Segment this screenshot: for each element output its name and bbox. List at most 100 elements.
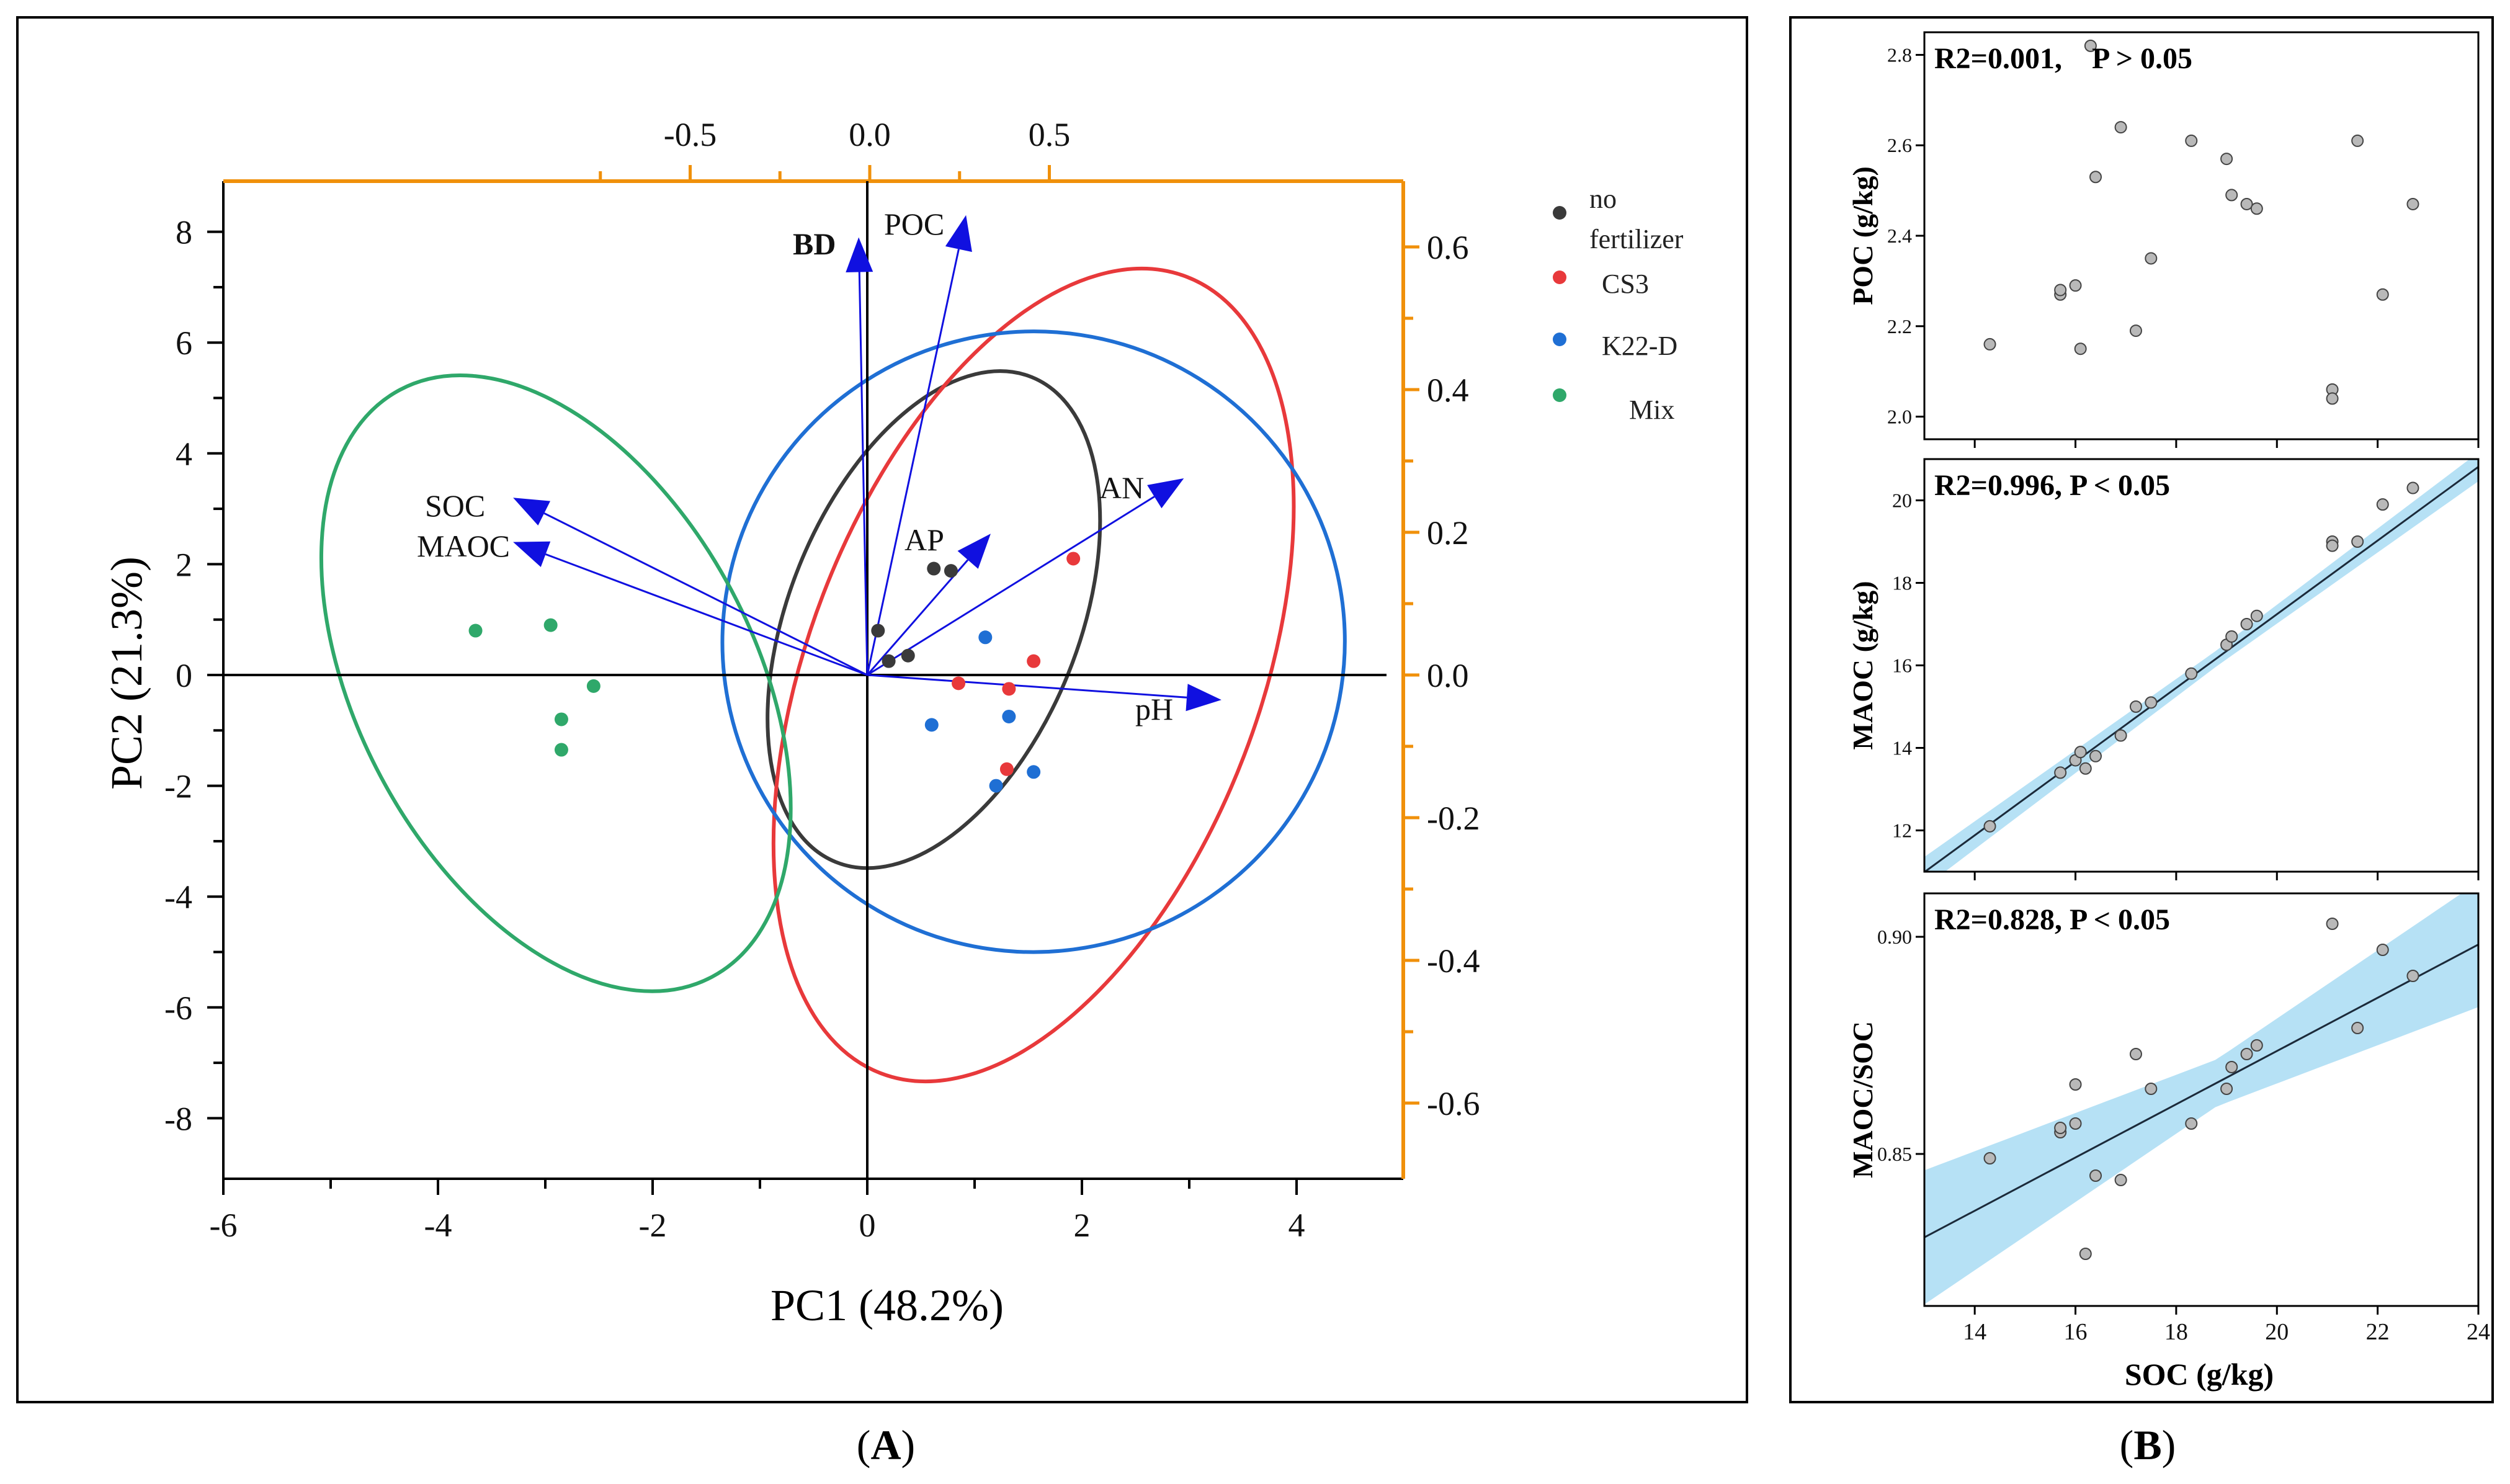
data-point <box>2114 1174 2127 1186</box>
right-tick-label: -0.2 <box>1427 800 1480 837</box>
data-point <box>2351 134 2364 147</box>
loading-arrow-ap <box>866 559 969 676</box>
data-point <box>2084 39 2097 52</box>
x-tick-label: 22 <box>2366 1319 2390 1345</box>
y-tick-label: 6 <box>176 324 192 362</box>
y-axis-title: MAOC/SOC <box>1847 1021 1878 1178</box>
loading-label-ap: AP <box>904 522 944 557</box>
legend-label-fertilizer: fertilizer <box>1589 224 1684 254</box>
loading-label-soc: SOC <box>425 488 485 523</box>
legend-label-mix: Mix <box>1629 395 1674 425</box>
point-no-fertilizer <box>871 624 885 638</box>
point-no-fertilizer <box>901 648 915 663</box>
data-point <box>2069 1078 2082 1091</box>
data-point <box>2079 762 2092 775</box>
point-k22-d <box>978 630 993 645</box>
y-tick-label: -8 <box>164 1100 192 1137</box>
data-point <box>2220 1083 2233 1095</box>
point-k22-d <box>924 718 939 732</box>
data-point <box>2074 746 2087 759</box>
loading-label-maoc: MAOC <box>417 529 510 563</box>
plot-frame <box>1923 892 2480 1307</box>
y-tick-label: 12 <box>1892 820 1912 842</box>
panel-a-frame <box>16 16 1748 1403</box>
data-point <box>2185 667 2198 680</box>
point-mix <box>554 712 568 726</box>
point-mix <box>543 618 558 632</box>
data-point <box>2129 324 2142 337</box>
y-tick-label: 2 <box>176 546 192 583</box>
loading-arrow-ph <box>867 674 1187 699</box>
data-point <box>1983 337 1996 351</box>
data-point <box>2326 392 2339 405</box>
top-tick-label: 0.5 <box>1029 116 1071 153</box>
data-point <box>2406 197 2419 210</box>
legend-marker-no-fertilizer <box>1553 206 1566 220</box>
ellipse-mix <box>319 373 793 993</box>
y-tick-label: 20 <box>1892 489 1912 512</box>
loading-arrow-poc <box>866 249 960 676</box>
data-point <box>2406 481 2419 494</box>
legend: no fertilizer CS3 K22-D Mix <box>1553 184 1684 425</box>
data-point <box>2250 202 2263 215</box>
data-point <box>2145 252 2158 265</box>
y-tick-label: -4 <box>164 878 192 916</box>
legend-label-k22d: K22-D <box>1602 331 1677 361</box>
y-tick-label: 2.0 <box>1887 406 1912 428</box>
y-axis-title: POC (g/kg) <box>1847 166 1878 305</box>
data-point <box>2376 944 2389 956</box>
point-cs3 <box>1002 682 1016 696</box>
plot-area <box>1924 459 2478 872</box>
y-tick-label: 0.90 <box>1877 926 1912 948</box>
y-tick-label: 2.6 <box>1887 134 1912 156</box>
top-tick-label: -0.5 <box>664 116 717 153</box>
data-point <box>2114 121 2127 134</box>
data-point <box>2326 539 2339 552</box>
ellipse-k22-d <box>720 329 1347 954</box>
x-tick-label: -6 <box>210 1207 238 1244</box>
data-point <box>2074 342 2087 355</box>
loading-arrowhead-soc <box>513 498 551 525</box>
point-mix <box>586 679 601 693</box>
x-tick-label: 0 <box>859 1207 876 1244</box>
y-tick-label: 2.8 <box>1887 43 1912 66</box>
loading-arrow-soc <box>543 512 868 676</box>
data-point <box>2240 1048 2253 1060</box>
y-tick-label: 2.2 <box>1887 315 1912 337</box>
data-point <box>2069 279 2082 292</box>
poc-vs-soc-plot: 2.0 2.2 2.4 2.6 2.8 R2=0.001, P > 0.05 POC (g/… <box>1847 31 2480 448</box>
loading-arrowhead-bd <box>846 237 873 272</box>
regression-line <box>1924 466 2478 872</box>
data-point <box>2185 134 2198 147</box>
point-k22-d <box>1027 765 1041 779</box>
regression-line <box>1924 944 2478 1238</box>
y-tick-label: -6 <box>164 990 192 1027</box>
panel-b-frame <box>1789 16 2494 1403</box>
right-tick-label: -0.4 <box>1427 942 1480 980</box>
data-point <box>2054 284 2067 297</box>
maoc-soc-ratio-plot: 0.85 0.90 14 16 18 20 22 24 R2=0.828, P < 0.05 MA… <box>1847 892 2490 1345</box>
loading-arrow-an <box>867 496 1155 676</box>
data-point <box>2326 918 2339 930</box>
point-k22-d <box>989 779 1003 793</box>
loading-arrowhead-ph <box>1186 684 1222 712</box>
top-tick-label: 0.0 <box>849 116 891 153</box>
data-point <box>2351 1022 2364 1034</box>
data-point <box>2145 1083 2158 1095</box>
right-tick-label: 0.4 <box>1427 372 1469 409</box>
y-tick-label: 14 <box>1892 737 1912 759</box>
loading-label-bd: BD <box>793 226 836 261</box>
data-point <box>2069 1117 2082 1130</box>
data-point <box>2185 1117 2198 1130</box>
panel-b-caption: (B) <box>2120 1421 2176 1468</box>
point-mix <box>468 624 483 638</box>
data-point <box>2406 970 2419 982</box>
point-k22-d <box>1002 709 1016 723</box>
point-no-fertilizer <box>944 564 958 578</box>
y-tick-label: 0.85 <box>1877 1143 1912 1165</box>
y-tick-label: 2.4 <box>1887 225 1912 247</box>
right-tick-label: -0.6 <box>1427 1085 1480 1122</box>
data-point <box>2129 700 2142 713</box>
data-point <box>2240 618 2253 630</box>
point-cs3 <box>999 762 1014 776</box>
